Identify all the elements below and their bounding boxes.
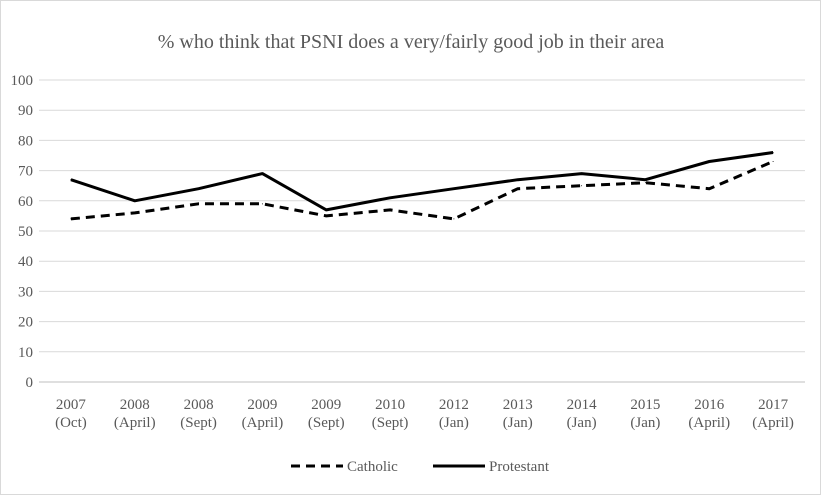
data-point-catholic — [453, 218, 454, 219]
legend-label-catholic: Catholic — [347, 459, 398, 475]
data-point-protestant — [645, 179, 646, 180]
data-point-protestant — [581, 173, 582, 174]
x-tick-label: 2013 (Jan) — [503, 397, 533, 431]
data-point-catholic — [773, 161, 774, 162]
data-point-protestant — [134, 200, 135, 201]
data-point-protestant — [262, 173, 263, 174]
y-tick-label: 40 — [18, 254, 33, 270]
data-point-protestant — [70, 179, 71, 180]
series-lines — [70, 152, 773, 219]
x-tick-label: 2008 (April) — [114, 397, 156, 431]
data-point-catholic — [134, 212, 135, 213]
data-point-catholic — [645, 182, 646, 183]
data-point-protestant — [773, 152, 774, 153]
y-tick-label: 50 — [18, 224, 33, 240]
data-point-protestant — [453, 188, 454, 189]
y-tick-label: 100 — [11, 73, 34, 89]
x-tick-label: 2010 (Sept) — [372, 397, 409, 431]
data-point-catholic — [581, 185, 582, 186]
x-tick-label: 2008 (Sept) — [180, 397, 217, 431]
y-tick-label: 60 — [18, 194, 33, 210]
data-point-catholic — [326, 215, 327, 216]
data-point-protestant — [390, 197, 391, 198]
x-tick-label: 2015 (Jan) — [630, 397, 660, 431]
data-point-catholic — [262, 203, 263, 204]
y-tick-label: 70 — [18, 164, 33, 180]
data-point-catholic — [517, 188, 518, 189]
data-point-catholic — [709, 188, 710, 189]
data-point-protestant — [517, 179, 518, 180]
data-point-catholic — [198, 203, 199, 204]
gridlines — [39, 80, 805, 382]
x-tick-label: 2009 (Sept) — [308, 397, 345, 431]
data-point-catholic — [390, 209, 391, 210]
data-point-protestant — [326, 209, 327, 210]
x-tick-label: 2007 (Oct) — [55, 397, 87, 431]
legend: Catholic Protestant — [291, 459, 550, 475]
x-tick-label: 2014 (Jan) — [567, 397, 598, 431]
data-point-protestant — [198, 188, 199, 189]
x-tick-label: 2012 (Jan) — [439, 397, 469, 431]
data-point-catholic — [70, 218, 71, 219]
x-tick-label: 2017 (April) — [752, 397, 794, 431]
y-tick-label: 80 — [18, 133, 33, 149]
y-tick-label: 0 — [26, 375, 34, 391]
x-axis-ticks: 2007 (Oct) 2008 (April) 2008 (Sept) 2009 (April… — [55, 397, 794, 431]
data-point-protestant — [709, 161, 710, 162]
legend-label-protestant: Protestant — [489, 459, 550, 475]
y-tick-label: 20 — [18, 315, 33, 331]
y-tick-label: 10 — [18, 345, 33, 361]
x-tick-label: 2009 (April) — [242, 397, 284, 431]
y-tick-label: 30 — [18, 284, 33, 300]
y-tick-label: 90 — [18, 103, 33, 119]
chart-title: % who think that PSNI does a very/fairly… — [158, 31, 665, 53]
y-axis-ticks: 0 10 20 30 40 50 60 70 80 90 100 — [11, 73, 34, 391]
x-tick-label: 2016 (April) — [688, 397, 730, 431]
